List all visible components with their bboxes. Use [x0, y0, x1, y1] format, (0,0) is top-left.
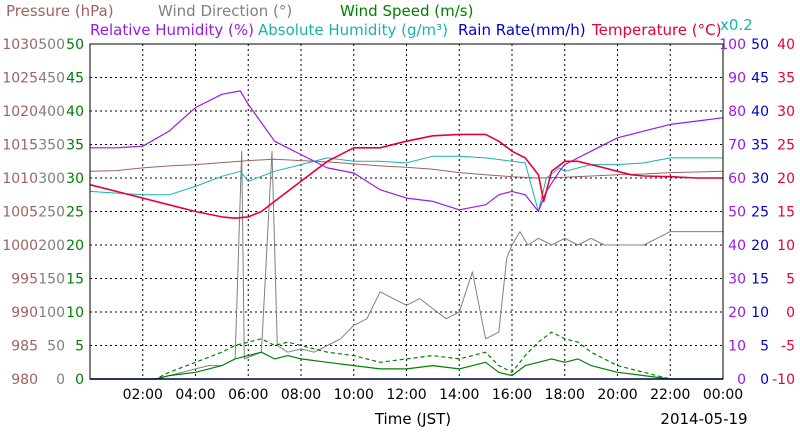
y-tick-wind-speed: 45: [66, 71, 84, 87]
grid-layer: [90, 44, 723, 379]
y-tick-rain-rate: 0: [760, 372, 769, 388]
x-tick: 02:00: [123, 387, 163, 403]
y-tick-relative-humidity: 100: [719, 37, 746, 53]
y-tick-pressure: 1025: [2, 71, 38, 87]
y-tick-wind-speed: 35: [66, 138, 84, 154]
x-tick: 12:00: [386, 387, 426, 403]
y-tick-rain-rate: 40: [751, 104, 769, 120]
y-tick-rain-rate: 15: [751, 272, 769, 288]
y-tick-temperature: 10: [777, 238, 795, 254]
x-tick: 06:00: [228, 387, 268, 403]
y-tick-wind-direction: 350: [38, 138, 65, 154]
y-tick-wind-direction: 300: [38, 171, 65, 187]
x-tick: 00:00: [703, 387, 743, 403]
series-temperature: [89, 133, 723, 219]
y-tick-temperature: -5: [781, 339, 795, 355]
legend-wind-direction: Wind Direction (°): [158, 2, 292, 20]
x-tick: 14:00: [439, 387, 479, 403]
y-tick-temperature: 5: [786, 272, 795, 288]
x-tick: 18:00: [545, 387, 585, 403]
y-tick-relative-humidity: 10: [728, 339, 746, 355]
legend-temperature: Temperature (°C): [591, 21, 721, 39]
y-tick-relative-humidity: 20: [728, 305, 746, 321]
y-tick-rain-rate: 30: [751, 171, 769, 187]
y-tick-rain-rate: 35: [751, 138, 769, 154]
series-relative-humidity: [90, 90, 724, 213]
y-tick-wind-speed: 25: [66, 205, 84, 221]
series-pressure: [89, 158, 724, 179]
y-tick-wind-speed: 30: [66, 171, 84, 187]
y-tick-wind-direction: 0: [56, 372, 65, 388]
y-tick-rain-rate: 5: [760, 339, 769, 355]
y-tick-pressure: 1015: [2, 138, 38, 154]
y-tick-relative-humidity: 30: [728, 272, 746, 288]
y-tick-relative-humidity: 90: [728, 71, 746, 87]
x-tick: 10:00: [334, 387, 374, 403]
x-tick: 16:00: [492, 387, 532, 403]
y-tick-rain-rate: 45: [751, 71, 769, 87]
y-tick-wind-direction: 150: [38, 272, 65, 288]
y-tick-pressure: 1020: [2, 104, 38, 120]
y-tick-temperature: 20: [777, 171, 795, 187]
x-axis-label: Time (JST): [374, 410, 451, 428]
x-tick: 20:00: [597, 387, 637, 403]
x-tick: 22:00: [650, 387, 690, 403]
y-tick-wind-speed: 0: [75, 372, 84, 388]
y-tick-relative-humidity: 50: [728, 205, 746, 221]
y-tick-temperature: 15: [777, 205, 795, 221]
y-tick-relative-humidity: 40: [728, 238, 746, 254]
y-tick-temperature: 40: [777, 37, 795, 53]
legend-wind-speed: Wind Speed (m/s): [340, 2, 473, 20]
legend: Pressure (hPa) Wind Direction (°) Wind S…: [6, 2, 753, 39]
series-absolute-humidity: [89, 155, 723, 212]
plot-frame: [89, 43, 724, 380]
y-tick-wind-direction: 200: [38, 238, 65, 254]
y-tick-wind-speed: 50: [66, 37, 84, 53]
y-tick-pressure: 995: [11, 272, 38, 288]
y-tick-relative-humidity: 60: [728, 171, 746, 187]
y-tick-relative-humidity: 70: [728, 138, 746, 154]
y-tick-rain-rate: 20: [751, 238, 769, 254]
y-tick-rain-rate: 50: [751, 37, 769, 53]
y-tick-pressure: 990: [11, 305, 38, 321]
series-wind-speed-avg: [90, 351, 723, 380]
date-label: 2014-05-19: [660, 410, 747, 428]
y-tick-relative-humidity: 0: [737, 372, 746, 388]
y-tick-wind-speed: 20: [66, 238, 84, 254]
y-tick-temperature: 0: [786, 305, 795, 321]
y-tick-wind-direction: 250: [38, 205, 65, 221]
legend-relative-humidity: Relative Humidity (%): [90, 21, 254, 39]
y-tick-pressure: 980: [11, 372, 38, 388]
y-tick-pressure: 1005: [2, 205, 38, 221]
y-tick-wind-direction: 400: [38, 104, 65, 120]
y-tick-pressure: 1010: [2, 171, 38, 187]
x-tick: 08:00: [281, 387, 321, 403]
legend-absolute-humidity: Absolute Humidity (g/m³): [258, 21, 448, 39]
y-tick-relative-humidity: 80: [728, 104, 746, 120]
y-tick-wind-speed: 10: [66, 305, 84, 321]
x-tick: 04:00: [175, 387, 215, 403]
y-tick-wind-speed: 5: [75, 339, 84, 355]
y-tick-temperature: 35: [777, 71, 795, 87]
y-tick-wind-direction: 100: [38, 305, 65, 321]
y-tick-pressure: 985: [11, 339, 38, 355]
y-tick-pressure: 1030: [2, 37, 38, 53]
y-tick-rain-rate: 10: [751, 305, 769, 321]
y-tick-pressure: 1000: [2, 238, 38, 254]
y-tick-temperature: 30: [777, 104, 795, 120]
y-tick-wind-speed: 15: [66, 272, 84, 288]
y-tick-rain-rate: 25: [751, 205, 769, 221]
legend-rain-scale: x0.2: [720, 16, 753, 34]
y-tick-wind-direction: 500: [38, 37, 65, 53]
axis-layer: 9809859909951000100510101015102010251030…: [2, 37, 795, 403]
y-tick-temperature: 25: [777, 138, 795, 154]
y-tick-wind-direction: 50: [47, 339, 65, 355]
legend-rain-rate: Rain Rate(mm/h): [458, 21, 586, 39]
legend-pressure: Pressure (hPa): [6, 2, 114, 20]
y-tick-wind-speed: 40: [66, 104, 84, 120]
y-tick-wind-direction: 450: [38, 71, 65, 87]
y-tick-temperature: -10: [772, 372, 795, 388]
